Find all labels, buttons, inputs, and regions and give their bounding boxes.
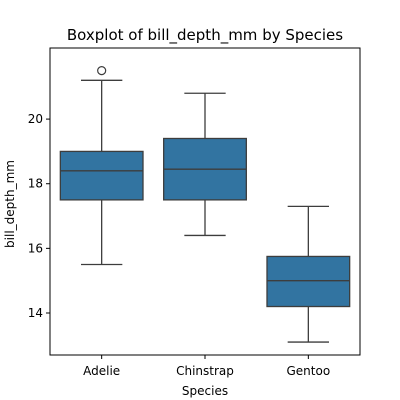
y-tick-label: 14 (28, 306, 43, 320)
x-tick-label: Chinstrap (176, 364, 234, 378)
box-gentoo (266, 255, 351, 308)
x-axis-label: Species (182, 384, 228, 398)
y-axis-label: bill_depth_mm (3, 160, 17, 248)
y-tick-label: 16 (28, 241, 43, 255)
plot-frame (49, 47, 361, 356)
y-tick-label: 20 (28, 112, 43, 126)
box-adelie (59, 150, 144, 201)
outlier-point (97, 66, 107, 76)
chart-title: Boxplot of bill_depth_mm by Species (67, 26, 343, 45)
y-tick-label: 18 (28, 177, 43, 191)
x-tick-label: Gentoo (286, 364, 330, 378)
x-tick-label: Adelie (83, 364, 120, 378)
plot-area: 14 16 18 20 Adelie Chinstrap Gentoo (28, 66, 351, 378)
